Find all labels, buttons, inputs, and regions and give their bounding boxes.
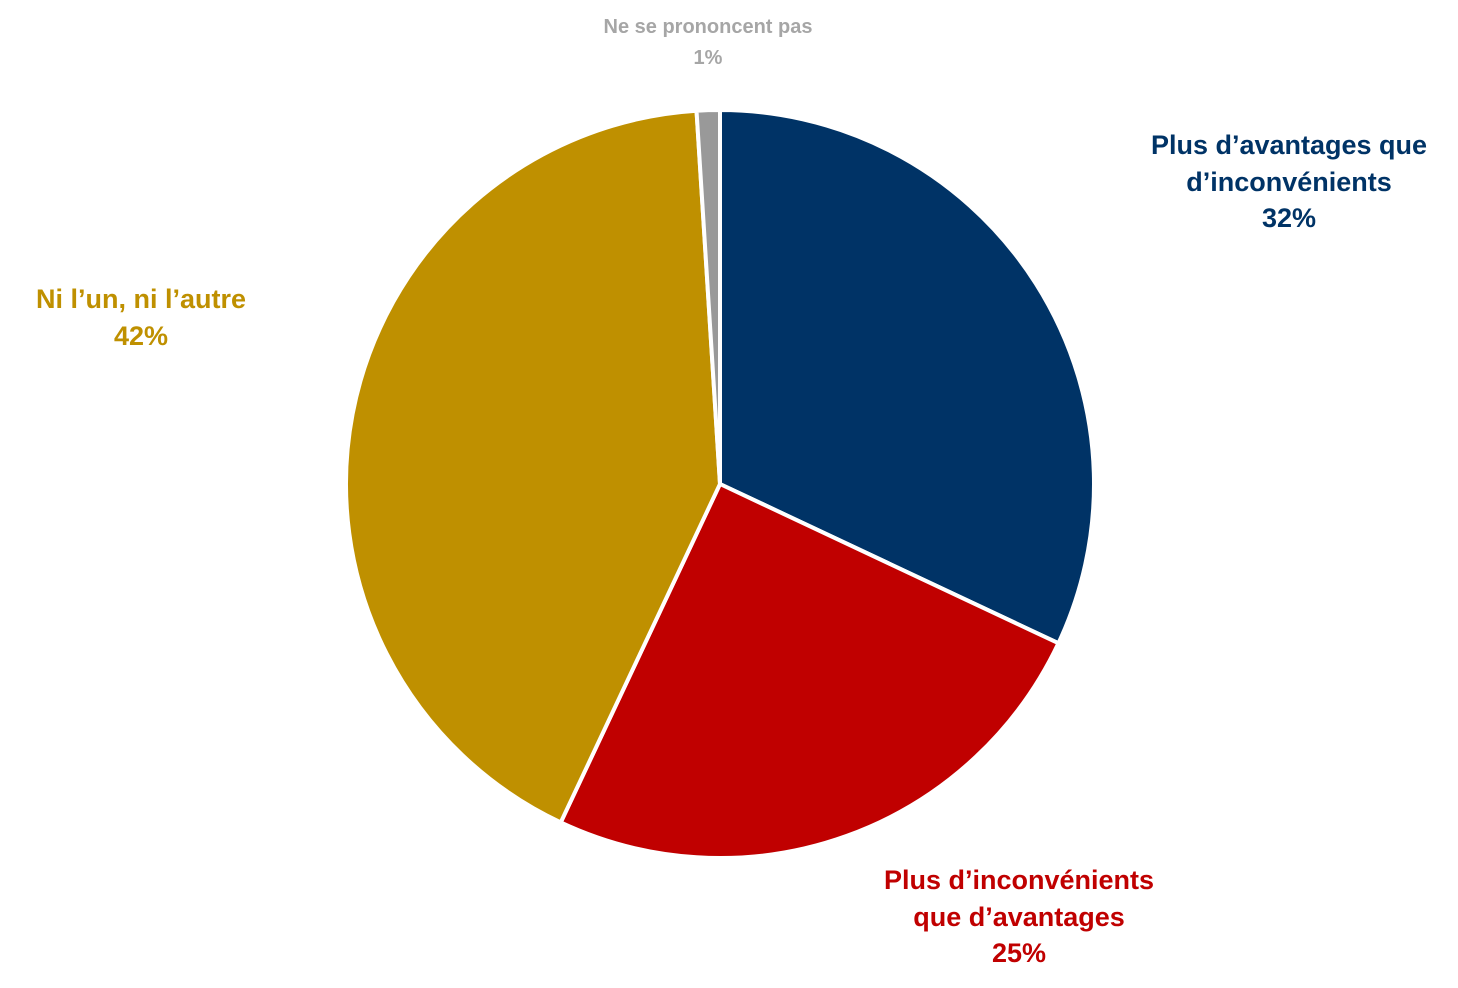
slice-label-line: Plus d’avantages que (1150, 130, 1428, 160)
pie-slice-2 (344, 108, 722, 825)
slice-label-line: Ne se prononcent pas (603, 16, 813, 38)
slice-label-ne-se-prononcent-pas: Ne se prononcent pas 1% (604, 12, 813, 74)
slice-label-line: d’inconvénients (1186, 166, 1392, 197)
slice-label-ni-lun-ni-lautre: Ni l’un, ni l’autre 42% (36, 281, 246, 354)
slice-label-plus-davantages: Plus d’avantages que d’inconvénients 32% (1151, 127, 1427, 237)
slice-value-label: 25% (991, 938, 1047, 969)
pie-slices (344, 108, 1096, 860)
slice-value-label: 32% (1261, 203, 1317, 234)
slice-label-plus-dinconvenients: Plus d’inconvénients que d’avantages 25% (884, 862, 1154, 972)
slice-value-label: 1% (693, 47, 723, 69)
pie-slice-3 (694, 108, 722, 486)
slice-label-line: Ni l’un, ni l’autre (35, 284, 247, 314)
slice-label-line: que d’avantages (913, 901, 1125, 932)
slice-label-line: Plus d’inconvénients (883, 865, 1155, 895)
slice-value-label: 42% (113, 320, 169, 351)
pie-slice-0 (718, 108, 1096, 646)
pie-slice-1 (558, 482, 1061, 860)
